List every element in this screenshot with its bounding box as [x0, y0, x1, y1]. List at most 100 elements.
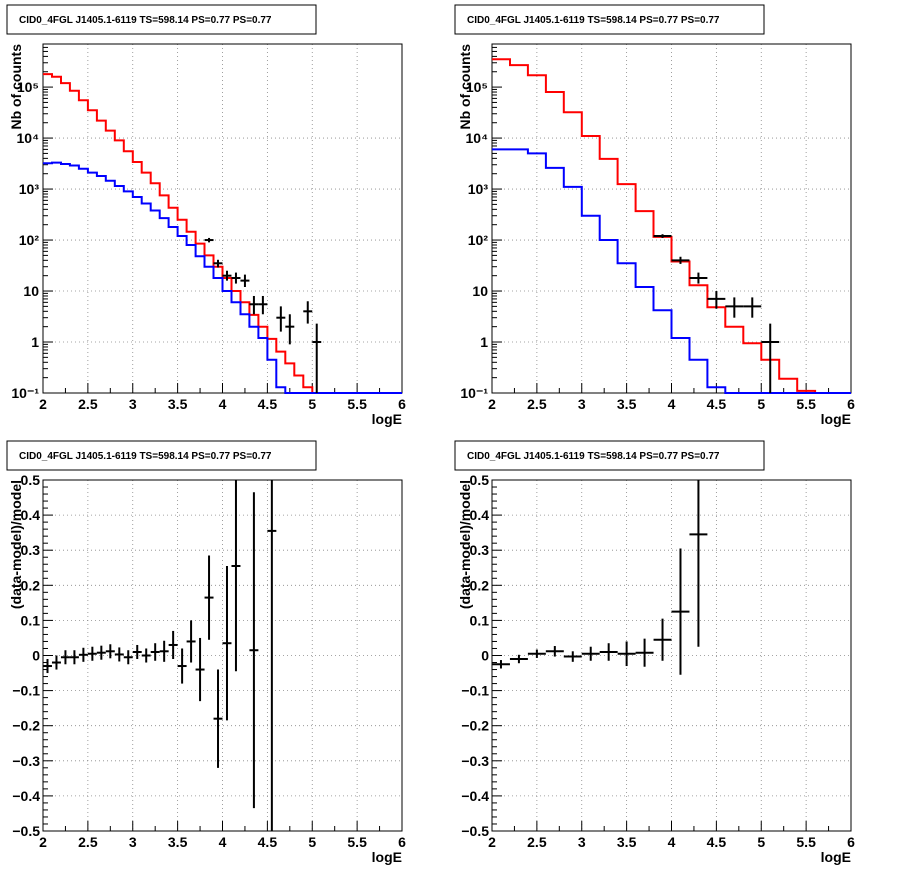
x-tick-label: 5.5	[347, 834, 367, 850]
y-tick-label: 1	[31, 334, 39, 350]
chart-panel-1: CID0_4FGL J1405.1-6119 TS=598.14 PS=0.77…	[6, 4, 406, 427]
x-tick-label: 3.5	[617, 834, 637, 850]
data-point	[689, 272, 708, 284]
y-axis	[43, 46, 53, 394]
x-tick-label: 5.5	[347, 396, 367, 412]
residual-point	[168, 630, 178, 660]
residual-point	[78, 647, 88, 662]
x-tick-label: 4	[219, 834, 227, 850]
y-tick-label: 0.1	[21, 612, 41, 628]
residual-point	[249, 492, 259, 809]
y-tick-label: 10⁵	[466, 79, 488, 95]
x-tick-label: 3	[129, 396, 137, 412]
y-tick-label: 0.1	[470, 612, 490, 628]
y-tick-label: 0	[32, 648, 40, 664]
chart-title-box: CID0_4FGL J1405.1-6119 TS=598.14 PS=0.77…	[454, 440, 765, 471]
y-tick-label: −0.1	[461, 683, 489, 699]
chart-panel-4: CID0_4FGL J1405.1-6119 TS=598.14 PS=0.77…	[454, 440, 855, 865]
title-frame	[6, 4, 317, 35]
title-frame	[454, 440, 765, 471]
x-axis	[491, 821, 852, 831]
histogram-series-2	[492, 148, 851, 394]
residual-point	[159, 640, 169, 662]
chart-title: CID0_4FGL J1405.1-6119 TS=598.14 PS=0.77…	[19, 15, 272, 26]
residual-point	[213, 669, 223, 768]
x-tick-label: 4.5	[258, 834, 278, 850]
y-tick-label: 0.2	[470, 577, 490, 593]
data-point	[303, 301, 313, 324]
residual-point	[689, 480, 708, 647]
x-axis-label: logE	[821, 849, 851, 865]
y-axis-label: (data-model)/model	[8, 480, 24, 609]
y-tick-label: 0.4	[21, 507, 41, 523]
x-axis	[42, 821, 403, 831]
x-tick-label: 3.5	[168, 396, 188, 412]
x-tick-label: 2	[39, 834, 47, 850]
residual-point	[635, 638, 654, 667]
title-frame	[454, 4, 765, 35]
x-axis-label: logE	[821, 411, 851, 427]
residual-point	[60, 650, 70, 665]
y-tick-label: 10⁻¹	[460, 385, 488, 401]
x-tick-label: 2.5	[527, 834, 547, 850]
x-tick-label: 5.5	[796, 396, 816, 412]
residual-point	[195, 637, 205, 702]
x-tick-label: 2.5	[78, 396, 98, 412]
y-tick-label: −0.5	[12, 823, 40, 839]
residual-point	[51, 655, 61, 670]
y-tick-label: 10⁻¹	[11, 385, 39, 401]
y-tick-label: −0.3	[12, 753, 40, 769]
data-point	[707, 291, 726, 309]
data-point	[231, 272, 241, 284]
x-tick-label: 4	[668, 396, 676, 412]
residual-point	[545, 646, 564, 657]
y-tick-label: 0.3	[470, 542, 490, 558]
x-tick-label: 2.5	[78, 834, 98, 850]
data-point	[249, 295, 259, 315]
chart-title-box: CID0_4FGL J1405.1-6119 TS=598.14 PS=0.77…	[6, 4, 317, 35]
x-tick-label: 3	[129, 834, 137, 850]
y-tick-label: 10³	[19, 181, 40, 197]
y-tick-label: 0.2	[21, 577, 41, 593]
y-axis	[492, 46, 502, 394]
data-point	[725, 297, 744, 318]
y-tick-label: 10⁴	[17, 130, 40, 146]
chart-title-box: CID0_4FGL J1405.1-6119 TS=598.14 PS=0.77…	[6, 440, 317, 471]
residual-point	[114, 647, 124, 662]
x-tick-label: 4	[668, 834, 676, 850]
residual-point	[509, 654, 528, 664]
grid	[43, 480, 402, 831]
chart-title-box: CID0_4FGL J1405.1-6119 TS=598.14 PS=0.77…	[454, 4, 765, 35]
data-point	[240, 274, 250, 287]
y-tick-label: −0.1	[12, 683, 40, 699]
y-tick-label: −0.5	[461, 823, 489, 839]
data-point	[222, 270, 232, 281]
x-tick-label: 3.5	[168, 834, 188, 850]
residual-point	[105, 644, 115, 659]
y-axis-label: (data-model)/model	[457, 480, 473, 609]
data-point	[285, 314, 295, 345]
y-tick-label: 10⁴	[466, 130, 489, 146]
residual-point	[599, 643, 618, 661]
y-axis-label: Nb of counts	[8, 44, 24, 130]
histogram-series-2	[43, 161, 402, 394]
histogram-series-1	[492, 58, 851, 394]
data-point	[671, 256, 690, 264]
x-tick-label: 5	[757, 834, 765, 850]
x-tick-label: 5	[308, 396, 316, 412]
data-point	[213, 259, 223, 268]
residual-point	[267, 480, 277, 831]
residual-point	[222, 565, 232, 721]
residual-point	[123, 650, 133, 665]
residual-point	[150, 643, 160, 661]
x-tick-label: 2	[39, 396, 47, 412]
residual-point	[87, 646, 97, 661]
title-frame	[6, 440, 317, 471]
residual-point	[177, 648, 187, 684]
data-point	[653, 234, 672, 238]
x-tick-label: 5	[308, 834, 316, 850]
residual-point	[204, 555, 214, 640]
chart-title: CID0_4FGL J1405.1-6119 TS=598.14 PS=0.77…	[467, 451, 720, 462]
residual-point	[492, 660, 510, 669]
y-tick-label: 10³	[468, 181, 489, 197]
